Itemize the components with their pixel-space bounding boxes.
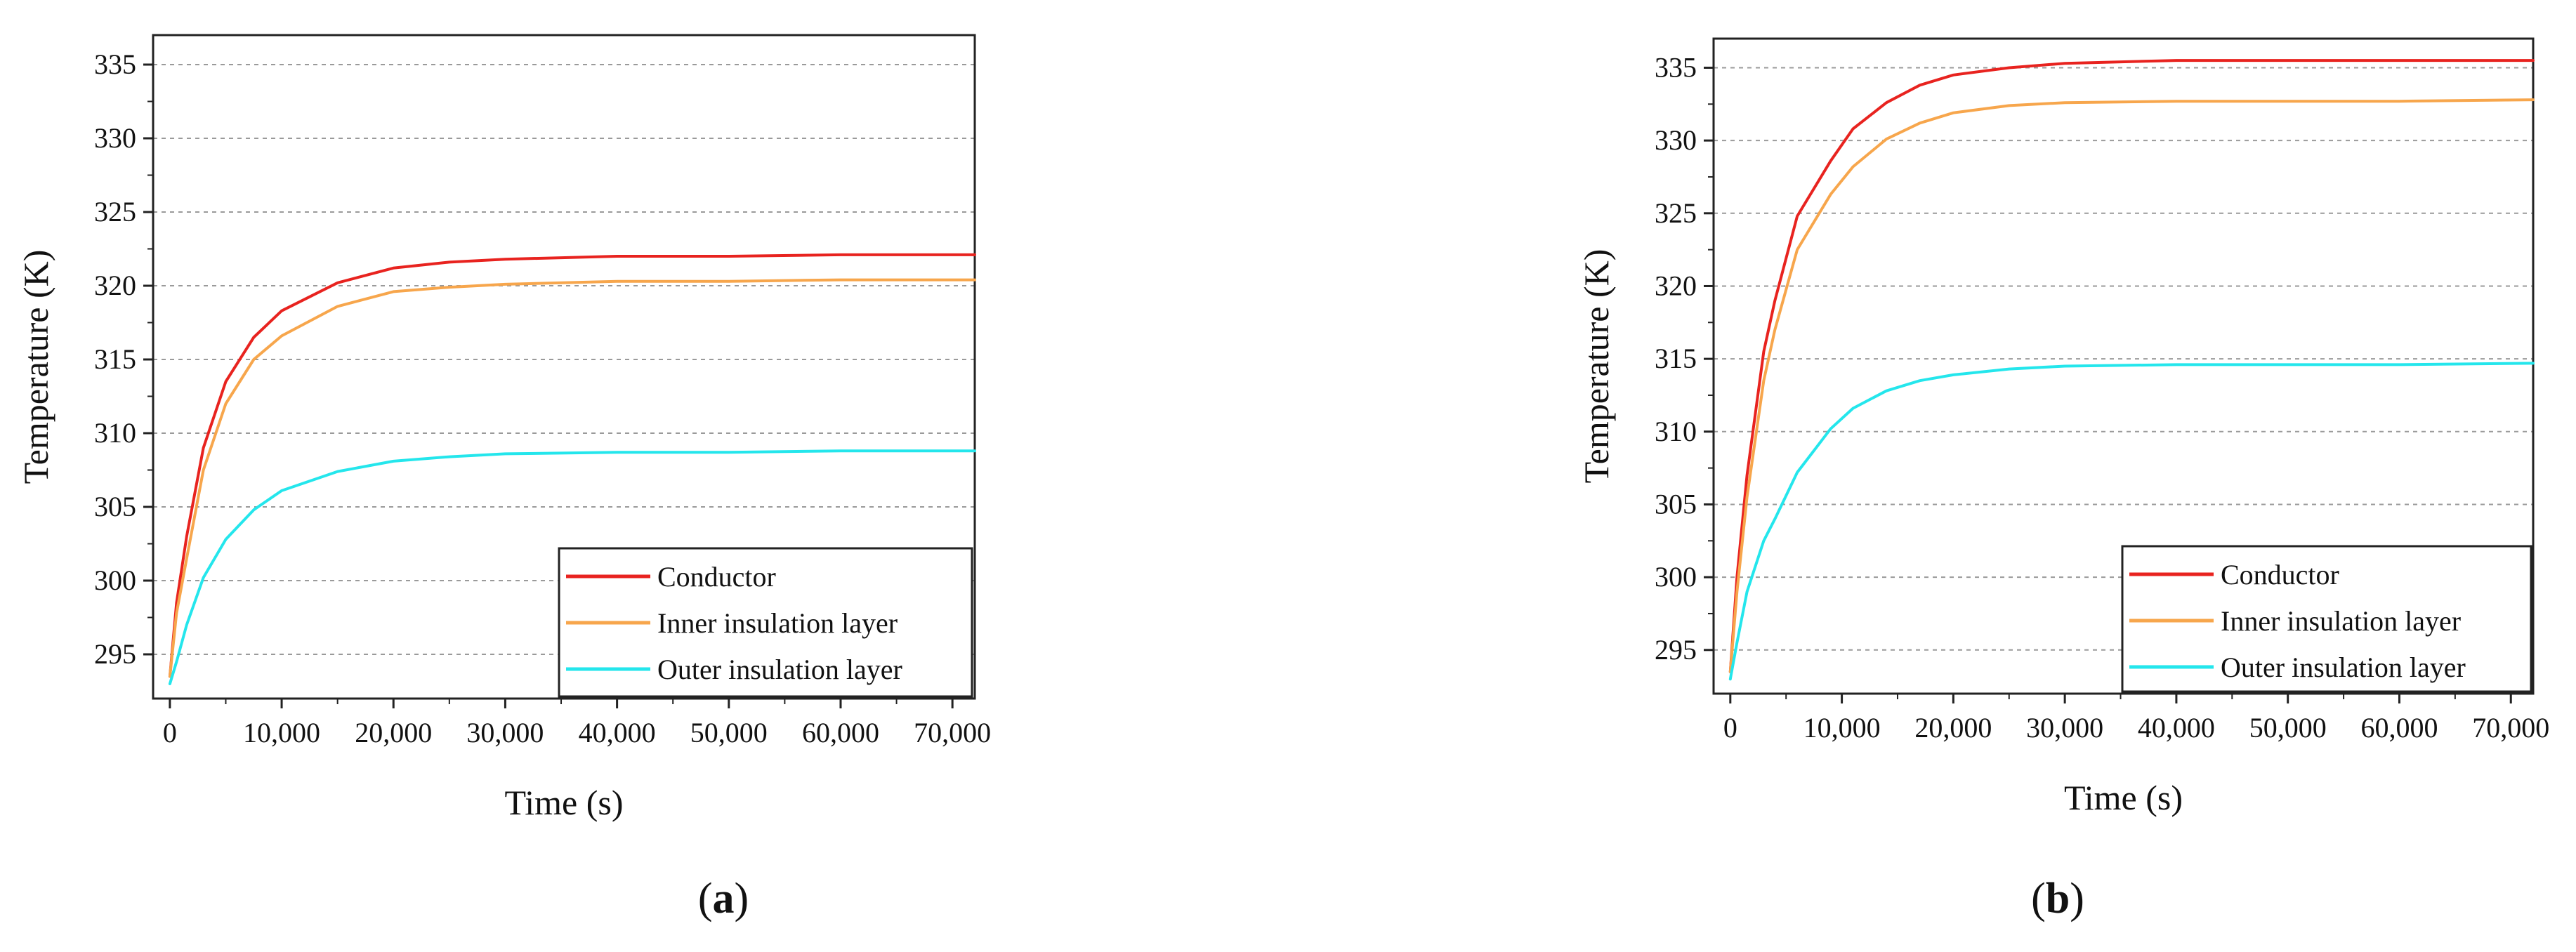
y-tick-label: 330 (1655, 124, 1697, 156)
y-tick-label: 295 (94, 638, 136, 670)
chart-panel-b: 295 300 305 310 315 320 325 330 335 0 10,000 20,000… (1577, 37, 2549, 923)
x-tick-label: 30,000 (466, 717, 544, 748)
y-tick-label: 325 (1655, 197, 1697, 229)
x-tick-label: 50,000 (2249, 712, 2327, 743)
x-axis-title: Time (s) (2064, 778, 2183, 817)
legend-label: Conductor (2221, 559, 2339, 590)
y-tick-label: 295 (1655, 634, 1697, 666)
y-tick-label: 325 (94, 196, 136, 227)
x-tick-label: 20,000 (1914, 712, 1992, 743)
y-tick-label: 310 (94, 417, 136, 449)
x-tick-label: 10,000 (1803, 712, 1881, 743)
legend-label: Outer insulation layer (2221, 652, 2466, 683)
x-axis-title: Time (s) (504, 783, 623, 822)
y-tick-label: 320 (1655, 270, 1697, 301)
y-tick-label: 335 (94, 48, 136, 80)
y-tick-label: 315 (1655, 343, 1697, 374)
x-tick-label: 0 (163, 717, 177, 748)
panel-label: (a) (698, 875, 749, 923)
y-tick-label: 305 (1655, 488, 1697, 520)
x-tick-label: 40,000 (579, 717, 656, 748)
series-line (168, 278, 976, 678)
y-tick-label: 310 (1655, 416, 1697, 447)
y-tick-label: 305 (94, 491, 136, 522)
x-tick-label: 30,000 (2026, 712, 2103, 743)
legend: Conductor Inner insulation layer Outer ins… (558, 547, 973, 698)
legend-label: Conductor (657, 561, 776, 593)
series-line (1728, 362, 2535, 681)
plot-frame (1712, 37, 2535, 695)
chart-panel-a: 295 300 305 310 315 320 325 330 335 0 10,000 20,000… (16, 34, 991, 923)
x-tick-label: 0 (1723, 712, 1737, 743)
legend-label: Outer insulation layer (657, 654, 902, 685)
legend-label: Inner insulation layer (657, 607, 898, 639)
x-tick-label: 20,000 (355, 717, 432, 748)
plot-frame (152, 34, 976, 700)
x-tick-label: 40,000 (2138, 712, 2215, 743)
series-line (168, 449, 976, 685)
panel-label: (b) (2031, 875, 2084, 923)
y-tick-label: 320 (94, 270, 136, 301)
x-tick-label: 70,000 (2472, 712, 2549, 743)
y-tick-label: 330 (94, 122, 136, 154)
series-line (1728, 98, 2535, 673)
x-tick-label: 10,000 (243, 717, 320, 748)
series-line (1728, 59, 2535, 673)
y-tick-label: 335 (1655, 51, 1697, 83)
y-tick-label: 300 (94, 564, 136, 596)
legend: Conductor Inner insulation layer Outer ins… (2121, 545, 2532, 693)
x-tick-label: 60,000 (802, 717, 879, 748)
y-tick-label: 300 (1655, 561, 1697, 593)
legend-label: Inner insulation layer (2221, 605, 2461, 637)
x-tick-label: 50,000 (690, 717, 768, 748)
x-tick-label: 70,000 (914, 717, 991, 748)
y-axis-title: Temperature (K) (1577, 249, 1616, 484)
x-tick-label: 60,000 (2360, 712, 2438, 743)
y-tick-label: 315 (94, 343, 136, 375)
series-line (168, 253, 976, 678)
y-axis-title: Temperature (K) (16, 250, 55, 484)
